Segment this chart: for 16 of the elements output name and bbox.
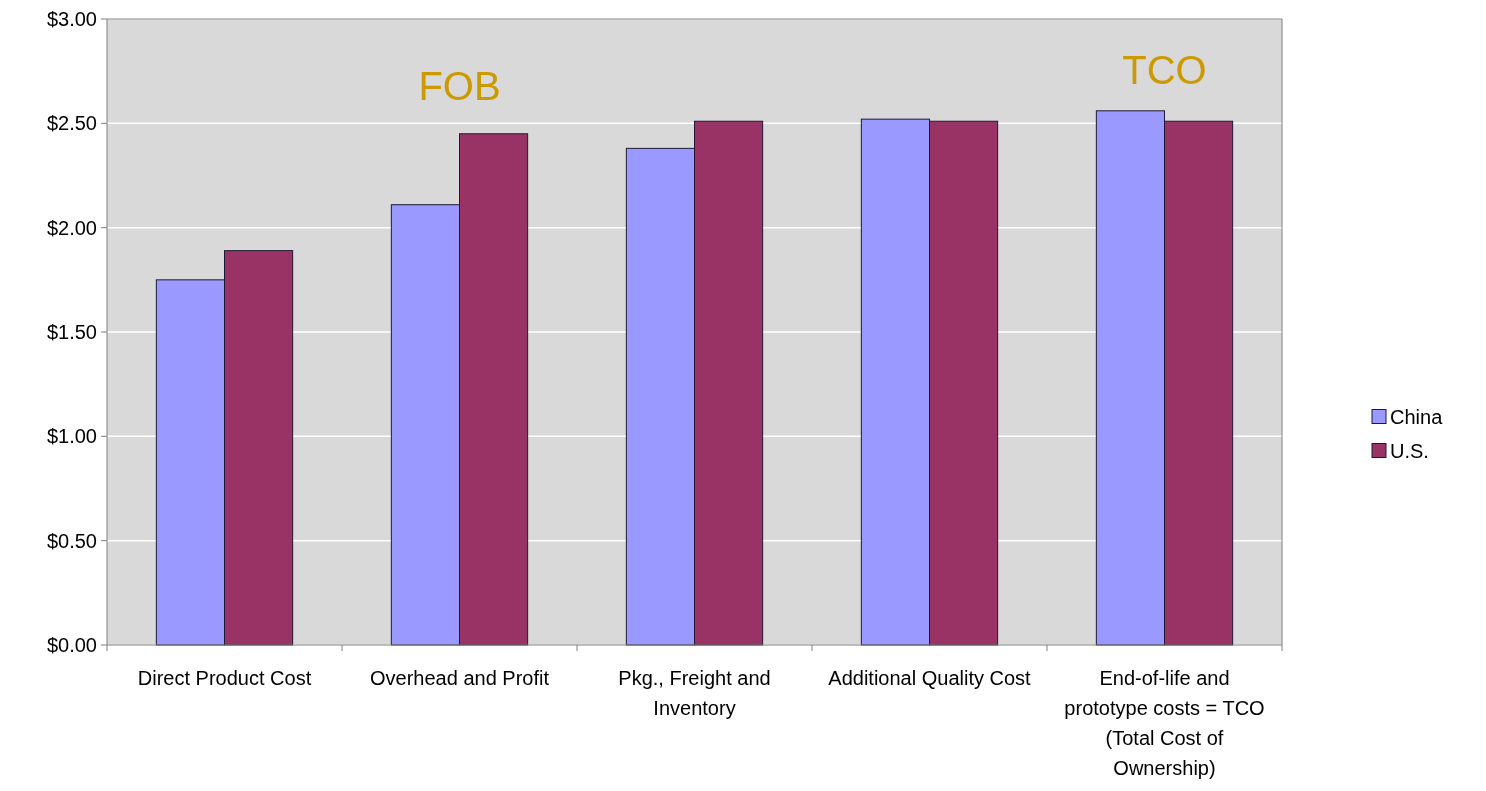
y-tick-label: $3.00 <box>46 8 97 30</box>
y-tick-label: $0.00 <box>46 634 97 656</box>
x-tick-label: Direct Product Cost <box>137 667 312 689</box>
y-tick-label: $1.50 <box>46 321 97 343</box>
y-tick-label: $1.00 <box>46 425 97 448</box>
annotation: FOB <box>418 64 501 108</box>
x-tick-label: Pkg., Freight and Inventory <box>618 667 771 719</box>
y-tick-label: $2.50 <box>46 112 97 135</box>
y-tick-label: $0.50 <box>46 529 97 552</box>
x-tick-label: End-of-life and prototype costs = TCO (Total Cost of Ownership) <box>1064 667 1265 779</box>
legend-label: U.S. <box>1390 439 1429 462</box>
annotation: TCO <box>1122 48 1207 92</box>
x-tick-label: Overhead and Profit <box>370 667 550 689</box>
x-tick-label: Additional Quality Cost <box>828 667 1032 689</box>
y-tick-label: $2.00 <box>46 216 97 239</box>
legend-label: China <box>1390 405 1444 428</box>
